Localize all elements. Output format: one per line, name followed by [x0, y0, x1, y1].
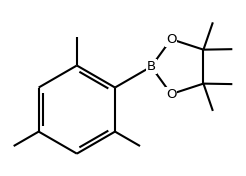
- Text: O: O: [166, 33, 176, 46]
- Text: O: O: [166, 88, 176, 101]
- Text: B: B: [147, 60, 156, 73]
